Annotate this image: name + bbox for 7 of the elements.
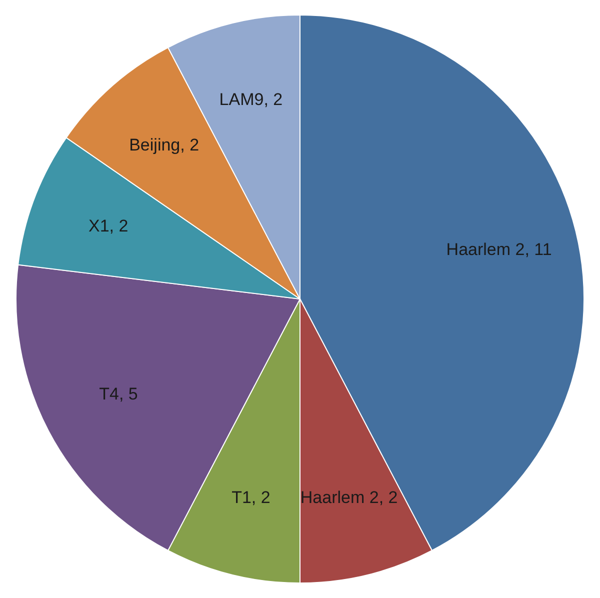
slice-label: Beijing, 2 bbox=[129, 136, 200, 155]
slice-label: X1, 2 bbox=[88, 216, 128, 236]
slice-label: Haarlem 2, 11 bbox=[446, 240, 552, 259]
slice-label: T4, 5 bbox=[99, 384, 138, 404]
slice-label: LAM9, 2 bbox=[219, 90, 283, 109]
slice-label: Haarlem 2, 2 bbox=[300, 488, 398, 508]
slice-label: T1, 2 bbox=[232, 488, 270, 508]
